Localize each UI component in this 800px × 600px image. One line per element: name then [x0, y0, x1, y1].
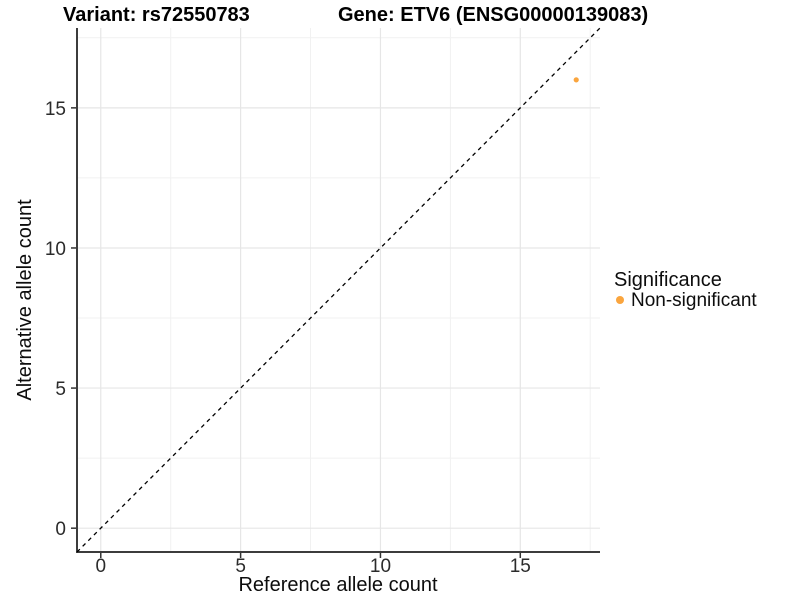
data-points: [573, 77, 579, 83]
y-tick-label: 0: [55, 519, 66, 540]
x-axis-ticks: 0 5 10 15: [95, 553, 531, 577]
x-tick-label: 0: [95, 556, 106, 577]
y-axis-title: Alternative allele count: [14, 199, 36, 401]
data-point: [573, 77, 579, 83]
x-tick-label: 15: [510, 556, 531, 577]
major-gridlines: [77, 28, 600, 552]
plot-title-gene: Gene: ETV6 (ENSG00000139083): [338, 4, 648, 26]
axis-lines: [76, 28, 600, 553]
identity-line: [76, 27, 601, 553]
y-tick-label: 5: [55, 379, 66, 400]
plot-title-variant: Variant: rs72550783: [63, 4, 250, 26]
legend-item-label: Non-significant: [631, 290, 757, 311]
identity-dashed-line: [76, 27, 601, 553]
x-tick-label: 5: [235, 556, 246, 577]
minor-gridlines: [77, 28, 600, 552]
y-tick-label: 10: [45, 239, 66, 260]
y-tick-label: 15: [45, 99, 66, 120]
legend: Significance Non-significant: [614, 269, 757, 311]
x-tick-label: 10: [370, 556, 391, 577]
legend-title: Significance: [614, 269, 722, 291]
legend-point-icon: [616, 296, 624, 304]
x-axis-title: Reference allele count: [238, 574, 437, 596]
y-axis-ticks: 0 5 10 15: [45, 99, 76, 540]
